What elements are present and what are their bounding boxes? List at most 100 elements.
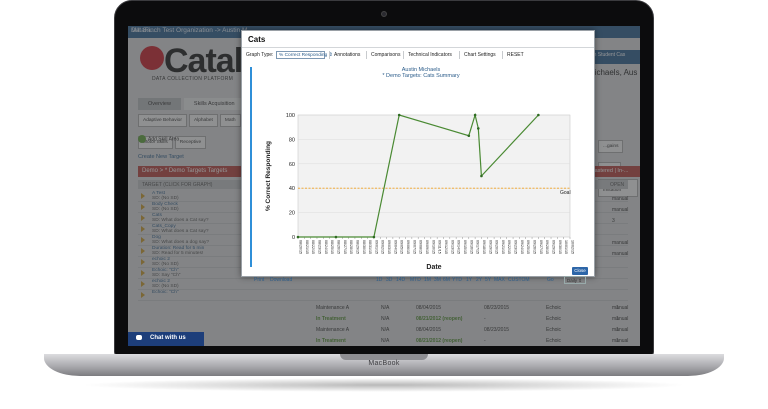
- data-point: [296, 235, 300, 239]
- x-tick-label: 09/13/15: [450, 240, 454, 254]
- macbook-label: MacBook: [368, 360, 400, 367]
- chart-container: Austin Michaels * Demo Targets: Cats Sum…: [250, 67, 588, 284]
- x-tick-label: 09/28/15: [545, 240, 549, 254]
- range-button-3m[interactable]: 3M: [434, 277, 441, 283]
- technical-indicators-button[interactable]: Technical Indicators: [408, 52, 452, 58]
- data-point: [397, 113, 401, 117]
- x-tick-label: 09/11/15: [438, 240, 442, 254]
- x-tick-label: 08/26/15: [336, 240, 340, 254]
- x-tick-label: 08/21/15: [305, 240, 309, 254]
- camera-icon: [381, 11, 387, 17]
- x-tick-label: 09/07/15: [412, 240, 416, 254]
- x-tick-label: 08/30/15: [362, 240, 366, 254]
- x-tick-label: 08/20/15: [299, 240, 303, 254]
- go-button[interactable]: Go: [547, 277, 554, 283]
- toolbar-separator: [403, 51, 404, 59]
- data-point: [480, 174, 483, 178]
- laptop-shadow: [80, 378, 688, 392]
- x-tick-label: 09/10/15: [431, 240, 435, 254]
- y-tick-label: 100: [286, 113, 295, 119]
- y-tick-label: 20: [289, 211, 295, 217]
- x-tick-label: 09/03/15: [387, 240, 391, 254]
- toolbar-separator: [459, 51, 460, 59]
- chat-bubble-icon: [136, 335, 142, 340]
- x-tick-label: 09/29/15: [552, 240, 556, 254]
- download-link[interactable]: Download: [270, 277, 293, 283]
- laptop-notch: [340, 354, 428, 360]
- range-button-1y[interactable]: 1Y: [466, 277, 473, 283]
- chart-summary-title: * Demo Targets: Cats Summary: [382, 73, 460, 79]
- range-button-ytd[interactable]: YTD: [452, 277, 462, 283]
- data-point: [537, 113, 540, 117]
- range-button-6m[interactable]: 6M: [443, 277, 450, 283]
- data-point: [334, 235, 338, 239]
- x-tick-label: 09/01/15: [374, 240, 378, 254]
- toolbar-separator: [329, 51, 330, 59]
- x-tick-label: 09/21/15: [501, 240, 505, 254]
- x-tick-label: 08/25/15: [330, 240, 334, 254]
- x-tick-label: 09/20/15: [495, 240, 499, 254]
- graph-type-label: Graph Type:: [246, 52, 274, 58]
- y-tick-label: 60: [289, 162, 295, 168]
- x-tick-label: 09/23/15: [514, 240, 518, 254]
- x-tick-label: 09/22/15: [507, 240, 511, 254]
- range-button-2y[interactable]: 2Y: [476, 277, 483, 283]
- range-button-3d[interactable]: 3D: [386, 277, 393, 283]
- data-point: [372, 235, 376, 239]
- plot-area: [297, 114, 571, 238]
- x-tick-label: 08/28/15: [349, 240, 353, 254]
- print-link[interactable]: Print: [254, 277, 265, 283]
- graph-toolbar: Graph Type: % Correct Responding ⇕ Annot…: [246, 51, 592, 61]
- laptop-base: [44, 354, 724, 376]
- range-button-max[interactable]: MAX: [494, 277, 505, 283]
- chart-settings-button[interactable]: Chart Settings: [464, 52, 496, 58]
- background-app: DataFinch Test Organization -> Austin M.…: [128, 26, 640, 346]
- x-tick-label: 09/06/15: [406, 240, 410, 254]
- goal-label: Goal: [560, 190, 571, 196]
- x-tick-label: 09/04/15: [393, 240, 397, 254]
- data-point: [473, 113, 477, 117]
- range-button-5y[interactable]: 5Y: [485, 277, 492, 283]
- range-button-mtd[interactable]: MTD: [410, 277, 421, 283]
- x-tick-label: 09/30/15: [558, 240, 562, 254]
- range-button-14d[interactable]: 14D: [396, 277, 406, 283]
- x-tick-label: 08/29/15: [355, 240, 359, 254]
- x-tick-label: 10/02/15: [571, 240, 575, 254]
- y-tick-label: 40: [289, 186, 295, 192]
- x-tick-label: 09/25/15: [526, 240, 530, 254]
- graph-modal: Cats Graph Type: % Correct Responding ⇕ …: [241, 30, 595, 284]
- x-tick-label: 09/19/15: [488, 240, 492, 254]
- y-tick-label: 0: [292, 235, 295, 241]
- x-tick-label: 09/02/15: [381, 240, 385, 254]
- x-tick-label: 09/12/15: [444, 240, 448, 254]
- graph-type-select[interactable]: % Correct Responding ⇕: [276, 51, 333, 59]
- modal-divider: [242, 47, 594, 48]
- range-button-1m[interactable]: 1M: [424, 277, 431, 283]
- annotations-button[interactable]: Annotations: [334, 52, 361, 58]
- x-tick-label: 09/16/15: [469, 240, 473, 254]
- x-tick-label: 08/22/15: [311, 240, 315, 254]
- data-point: [467, 134, 471, 138]
- laptop-screen: DataFinch Test Organization -> Austin M.…: [128, 26, 640, 346]
- reset-button[interactable]: RESET: [507, 52, 524, 58]
- x-tick-label: 08/31/15: [368, 240, 372, 254]
- x-tick-label: 09/15/15: [463, 240, 467, 254]
- x-tick-label: 09/17/15: [476, 240, 480, 254]
- x-axis-label: Date: [426, 264, 441, 271]
- x-tick-label: 08/24/15: [324, 240, 328, 254]
- chart-student-name: Austin Michaels: [401, 67, 441, 73]
- x-tick-label: 09/26/15: [533, 240, 537, 254]
- close-button[interactable]: Close: [572, 267, 588, 275]
- line-chart: 0 20 40 60 80 100 Goal 08/20/15 08/21/15 08/22/15…: [265, 112, 575, 271]
- range-button-1d[interactable]: 1D: [376, 277, 383, 283]
- chat-with-us-button[interactable]: Chat with us: [128, 332, 204, 346]
- interval-select[interactable]: Daily ⇕: [564, 276, 586, 284]
- x-tick-label: 09/18/15: [482, 240, 486, 254]
- range-button-custom[interactable]: CUSTOM: [508, 277, 530, 283]
- comparisons-button[interactable]: Comparisons: [371, 52, 401, 58]
- toolbar-separator: [502, 51, 503, 59]
- data-point: [476, 127, 480, 130]
- interval-value: Daily: [567, 277, 578, 283]
- y-axis-label: % Correct Responding: [265, 141, 272, 211]
